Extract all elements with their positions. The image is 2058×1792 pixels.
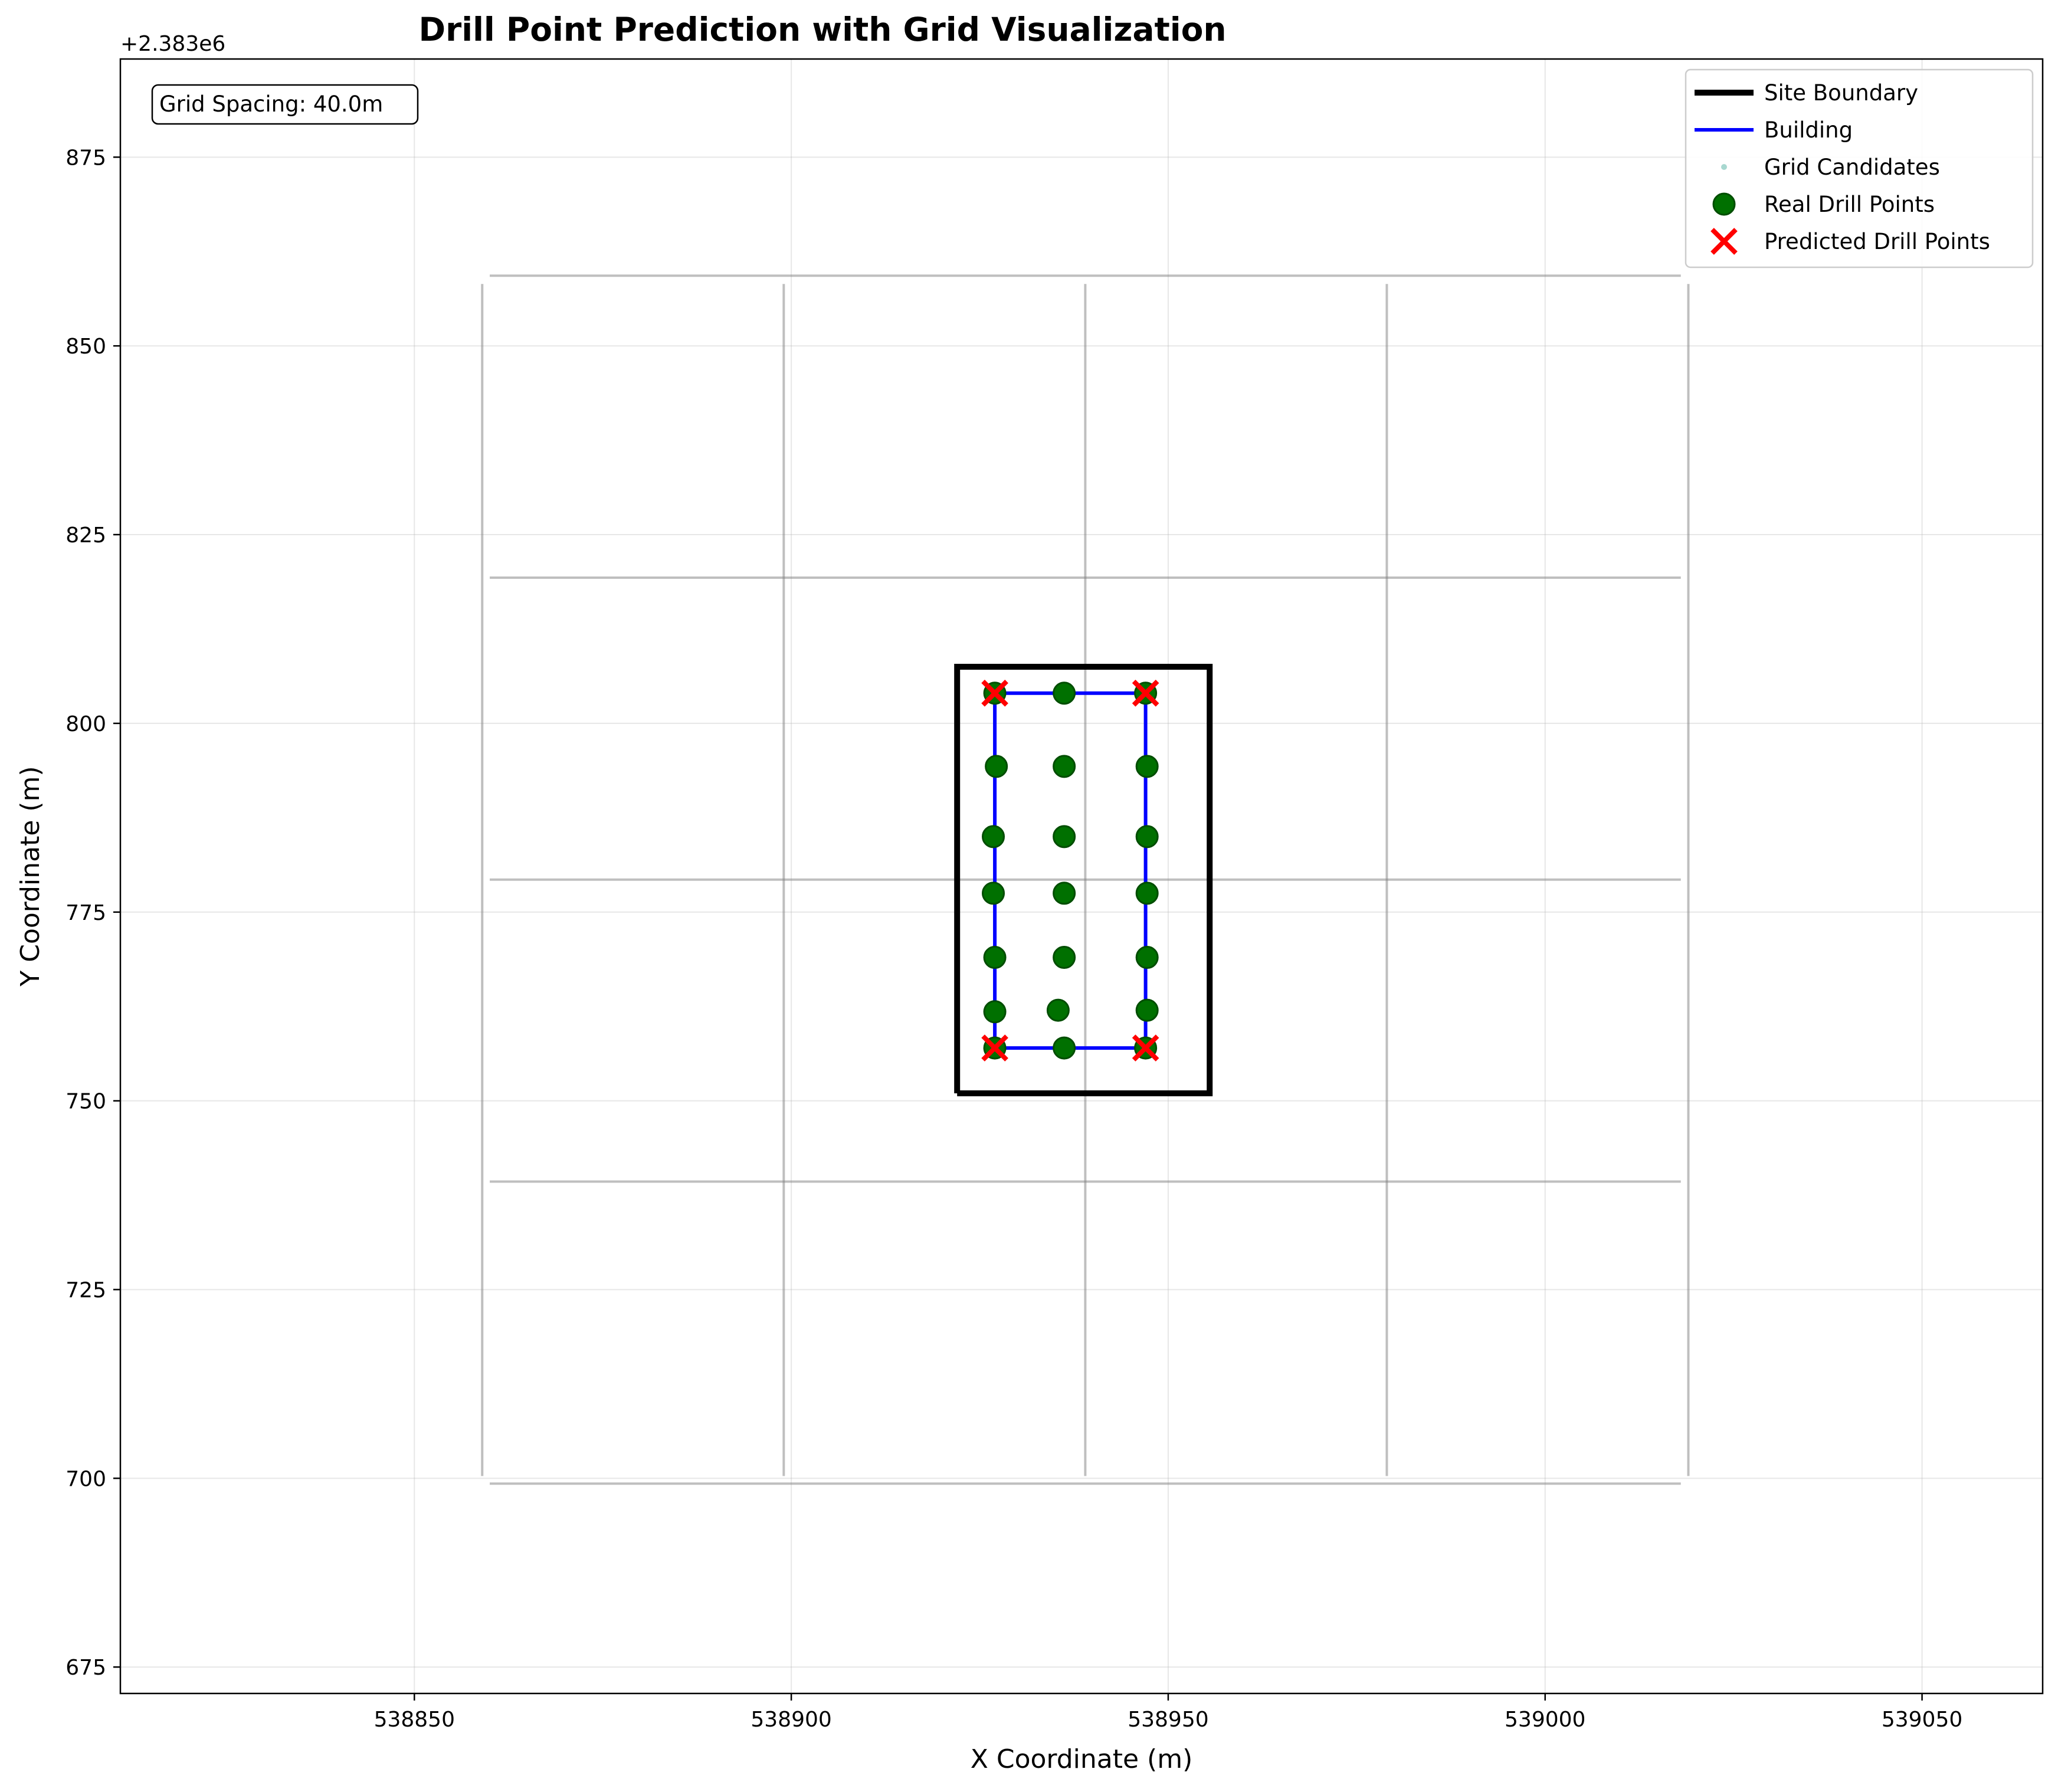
y-tick-label: 725 [65,1278,106,1302]
y-tick-label: 800 [65,712,106,736]
real-drill-point [1053,1036,1076,1060]
site-boundary-layer [954,663,1213,1096]
annotation-text: Grid Spacing: 40.0m [159,91,383,117]
real-drill-point [982,825,1005,849]
predicted-x-stroke [1132,679,1159,707]
y-tick-label: 875 [65,146,106,170]
legend: Site Boundary Building Grid Candidates Real… [1685,68,2034,268]
real-drill-point [1053,755,1076,778]
x-axis-label: X Coordinate (m) [971,1744,1193,1774]
x-tick-label: 539000 [1505,1708,1585,1732]
real-drill-point [1053,946,1076,969]
real-drill-point [1135,825,1159,849]
predicted-x-stroke [981,679,1008,707]
y-tick-label: 850 [65,335,106,359]
real-drill-point [1135,998,1159,1022]
real-drill-point [1053,882,1076,905]
legend-label: Predicted Drill Points [1764,229,1990,254]
x-axis-ticks: 538850 538900 538950 539000 539050 [374,1693,1962,1732]
predicted-x-stroke [981,1034,1008,1062]
real-drill-point [983,946,1007,969]
y-tick-label: 775 [65,901,106,925]
x-tick-label: 538900 [751,1708,831,1732]
legend-box [1685,68,2034,268]
y-tick-label: 700 [65,1467,106,1491]
legend-dot-swatch [1721,164,1727,170]
x-tick-label: 539050 [1882,1708,1962,1732]
predicted-drill-point [1132,679,1159,707]
real-drill-point [1135,882,1159,905]
legend-label: Building [1764,117,1853,143]
legend-label: Real Drill Points [1764,192,1935,217]
legend-label: Grid Candidates [1764,155,1940,180]
real-drill-point [985,755,1008,778]
y-tick-label: 825 [65,523,106,548]
predicted-drill-points [981,679,1159,1062]
site-boundary-line [954,663,1213,1096]
predicted-drill-point [981,1034,1008,1062]
predicted-drill-point [1132,1034,1159,1062]
y-tick-label: 750 [65,1090,106,1114]
real-drill-point [1053,682,1076,705]
y-offset-label: +2.383e6 [120,32,225,56]
annotation-box [151,84,419,125]
grid-candidate-lines [481,274,1690,1485]
legend-circle-swatch [1712,192,1736,216]
y-tick-label: 675 [65,1656,106,1680]
x-tick-label: 538850 [374,1708,455,1732]
x-tick-label: 538950 [1128,1708,1208,1732]
real-drill-point [1053,825,1076,849]
predicted-drill-point [981,679,1008,707]
real-drill-point [1135,755,1159,778]
y-axis-label: Y Coordinate (m) [15,766,45,987]
legend-label: Site Boundary [1764,80,1918,106]
real-drill-point [982,882,1005,905]
predicted-x-stroke [1132,1034,1159,1062]
y-axis-ticks: 675 700 725 750 775 800 825 850 875 [65,146,120,1680]
real-drill-point [1135,946,1159,969]
plot-frame [119,58,2044,1695]
legend-x-swatch [1710,228,1738,255]
real-drill-point [1046,998,1070,1022]
grid-spacing-annotation: Grid Spacing: 40.0m [151,84,419,125]
chart-title: Drill Point Prediction with Grid Visuali… [418,11,1226,48]
real-drill-point [983,1000,1007,1024]
